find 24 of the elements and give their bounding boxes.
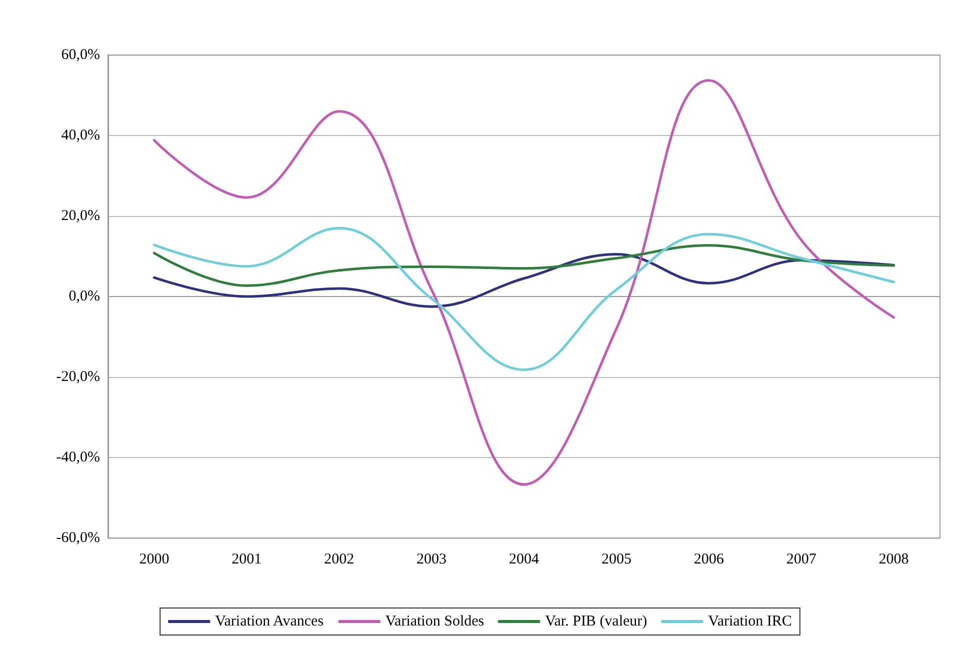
line-series: [152, 226, 896, 372]
legend-label: Variation Soldes: [385, 614, 484, 630]
x-tick-label: 2007: [786, 552, 817, 568]
legend-label: Variation Avances: [215, 614, 324, 630]
y-tick-label: 20,0%: [61, 208, 100, 224]
x-tick-label: 2006: [694, 552, 724, 568]
x-tick-label: 2005: [601, 552, 632, 568]
line-series: [152, 244, 896, 287]
y-tick-label: 60,0%: [61, 47, 100, 63]
x-tick-label: 2008: [878, 552, 909, 568]
x-tick-label: 2004: [509, 552, 540, 568]
line-series: [152, 79, 896, 486]
y-tick-label: 40,0%: [61, 128, 100, 144]
legend-label: Variation IRC: [708, 614, 792, 630]
x-tick-label: 2003: [416, 552, 447, 568]
y-tick-label: -40,0%: [56, 450, 100, 466]
y-tick-label: -20,0%: [56, 369, 100, 385]
x-tick-label: 2001: [232, 552, 262, 568]
x-tick-label: 2002: [324, 552, 354, 568]
x-tick-label: 2000: [139, 552, 170, 568]
line-series: [152, 252, 896, 308]
y-tick-label: -60,0%: [56, 530, 100, 546]
legend-label: Var. PIB (valeur): [545, 614, 648, 630]
y-tick-label: 0,0%: [68, 288, 100, 304]
